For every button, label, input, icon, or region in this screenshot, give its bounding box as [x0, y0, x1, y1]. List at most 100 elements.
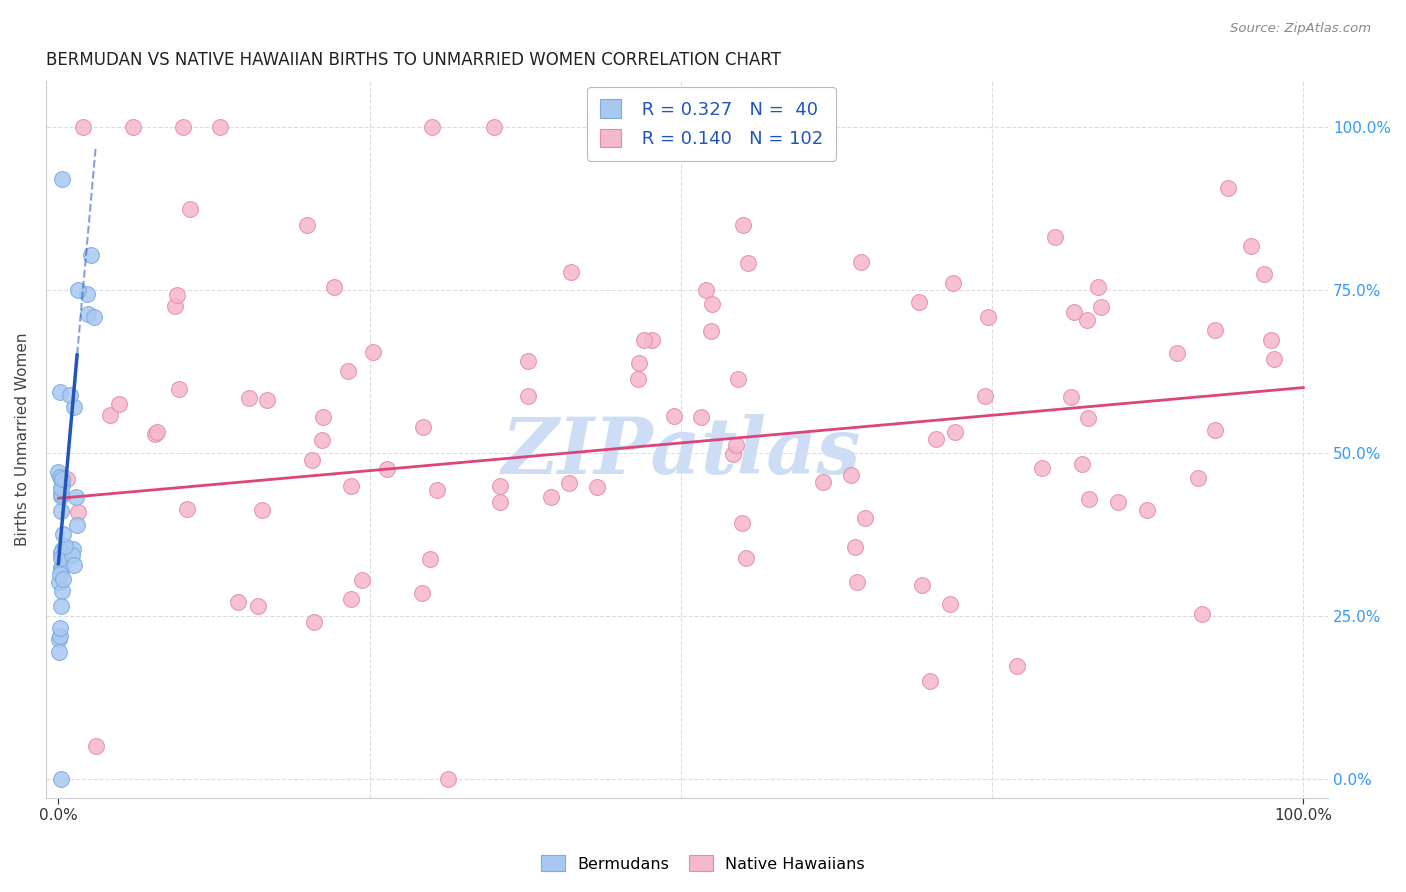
Point	[167, 382, 190, 396]
Point	[1078, 491, 1101, 506]
Point	[51, 487, 73, 501]
Point	[246, 599, 269, 614]
Point	[482, 120, 505, 134]
Point	[67, 505, 90, 519]
Point	[1043, 230, 1066, 244]
Point	[323, 280, 346, 294]
Point	[60, 549, 83, 563]
Point	[48, 465, 70, 479]
Point	[489, 495, 512, 509]
Point	[811, 475, 834, 490]
Point	[58, 388, 80, 402]
Point	[49, 599, 72, 613]
Point	[209, 120, 232, 134]
Point	[65, 490, 87, 504]
Point	[51, 478, 73, 492]
Point	[63, 558, 86, 572]
Point	[558, 476, 581, 491]
Point	[49, 772, 72, 786]
Point	[918, 673, 941, 688]
Point	[49, 551, 72, 566]
Point	[1005, 659, 1028, 673]
Point	[846, 574, 869, 589]
Point	[163, 299, 186, 313]
Point	[66, 518, 89, 533]
Point	[49, 564, 72, 578]
Point	[695, 283, 717, 297]
Point	[849, 255, 872, 269]
Point	[49, 629, 72, 643]
Point	[49, 504, 72, 518]
Point	[1204, 323, 1226, 337]
Point	[690, 409, 713, 424]
Point	[1216, 181, 1239, 195]
Point	[311, 409, 333, 424]
Point	[731, 516, 754, 531]
Point	[337, 364, 360, 378]
Point	[226, 595, 249, 609]
Point	[1187, 471, 1209, 485]
Point	[1063, 304, 1085, 318]
Point	[55, 472, 77, 486]
Point	[725, 438, 748, 452]
Point	[297, 218, 319, 232]
Point	[734, 550, 756, 565]
Point	[411, 586, 433, 600]
Point	[63, 400, 86, 414]
Point	[53, 539, 76, 553]
Point	[627, 372, 650, 386]
Point	[350, 573, 373, 587]
Point	[844, 540, 866, 554]
Point	[627, 356, 650, 370]
Point	[925, 432, 948, 446]
Point	[839, 468, 862, 483]
Point	[375, 462, 398, 476]
Point	[939, 597, 962, 611]
Text: BERMUDAN VS NATIVE HAWAIIAN BIRTHS TO UNMARRIED WOMEN CORRELATION CHART: BERMUDAN VS NATIVE HAWAIIAN BIRTHS TO UN…	[46, 51, 780, 69]
Point	[48, 575, 70, 590]
Point	[51, 472, 73, 486]
Point	[420, 120, 443, 134]
Point	[733, 218, 755, 232]
Point	[77, 307, 100, 321]
Point	[1204, 423, 1226, 437]
Point	[48, 645, 70, 659]
Point	[633, 333, 655, 347]
Point	[72, 120, 94, 134]
Point	[179, 202, 201, 216]
Point	[426, 483, 449, 497]
Point	[67, 283, 90, 297]
Point	[942, 276, 965, 290]
Point	[517, 354, 540, 368]
Point	[51, 583, 73, 598]
Point	[1136, 503, 1159, 517]
Point	[721, 447, 744, 461]
Point	[943, 425, 966, 439]
Point	[62, 542, 84, 557]
Point	[1087, 279, 1109, 293]
Point	[51, 543, 73, 558]
Point	[1263, 351, 1285, 366]
Point	[51, 526, 73, 541]
Point	[1166, 346, 1188, 360]
Point	[1031, 461, 1053, 475]
Y-axis label: Births to Unmarried Women: Births to Unmarried Women	[15, 333, 30, 547]
Point	[1090, 300, 1112, 314]
Point	[51, 549, 73, 563]
Point	[146, 425, 169, 440]
Point	[301, 453, 323, 467]
Point	[1253, 267, 1275, 281]
Point	[737, 256, 759, 270]
Point	[1260, 333, 1282, 347]
Point	[1077, 410, 1099, 425]
Point	[256, 393, 278, 408]
Point	[80, 248, 103, 262]
Legend: Bermudans, Native Hawaiians: Bermudans, Native Hawaiians	[533, 847, 873, 880]
Point	[48, 632, 70, 647]
Point	[311, 434, 333, 448]
Point	[586, 480, 609, 494]
Point	[412, 419, 434, 434]
Point	[700, 324, 723, 338]
Point	[49, 489, 72, 503]
Point	[48, 621, 70, 635]
